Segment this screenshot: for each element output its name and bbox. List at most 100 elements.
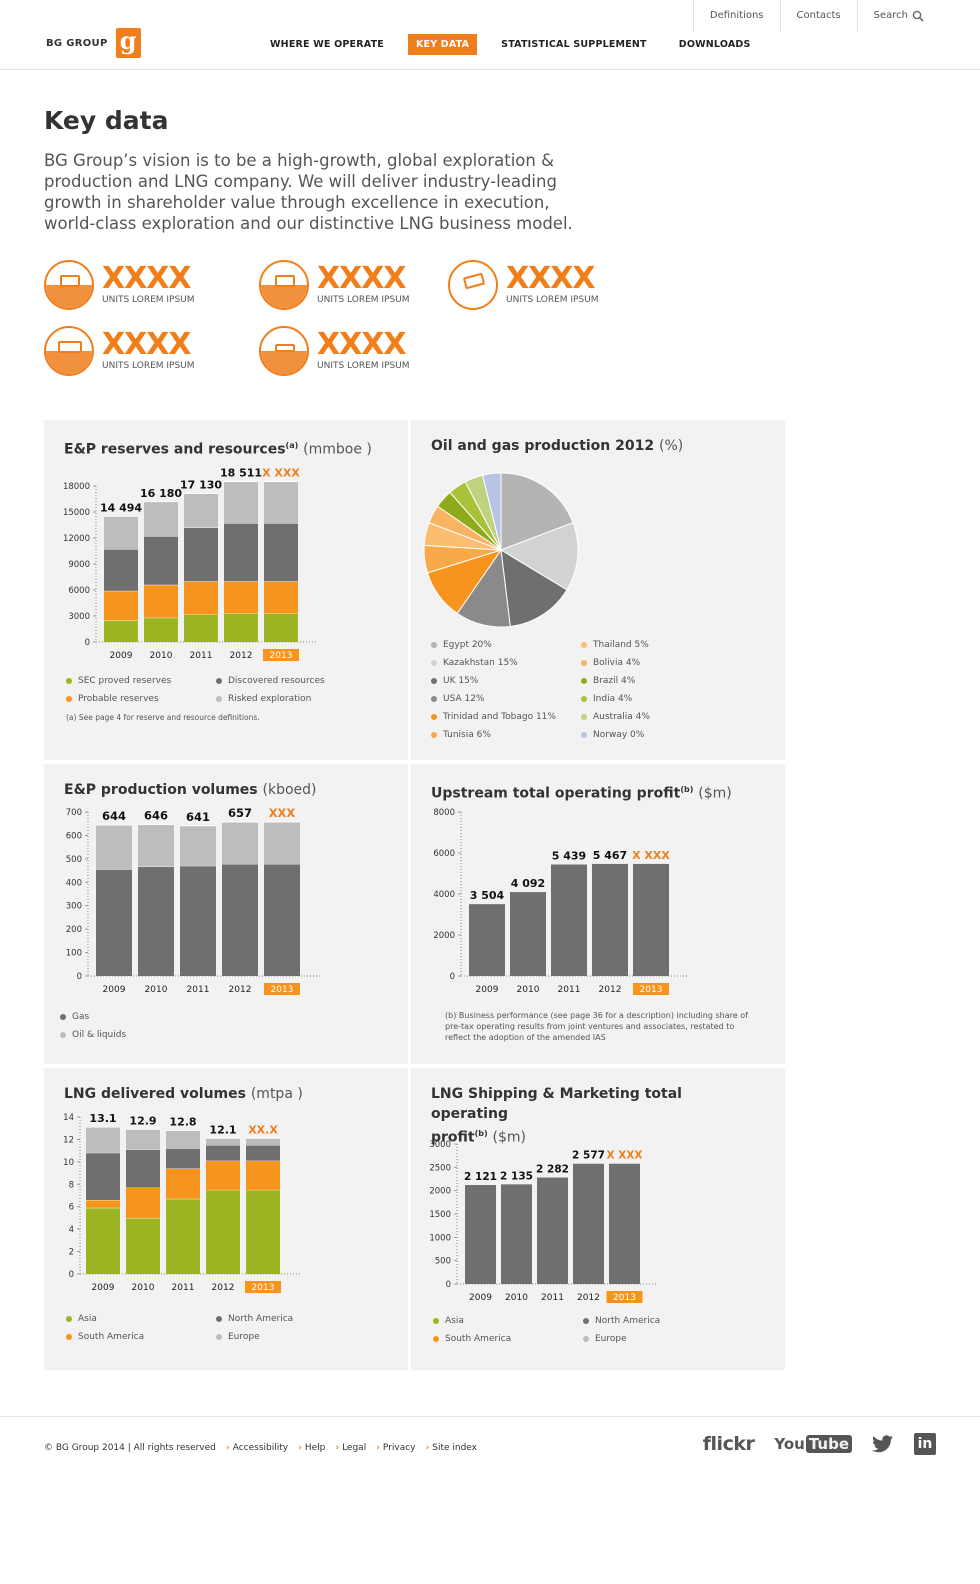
y-tick-label: 500	[435, 1257, 451, 1267]
bar-segment	[184, 493, 218, 528]
legend-label: Bolivia 4%	[593, 658, 641, 668]
bar-segment	[224, 523, 258, 582]
x-tick-label: 2009	[92, 1283, 115, 1293]
bar-segment	[86, 1199, 120, 1208]
bar-segment	[86, 1127, 120, 1153]
legend-item: Oil & liquids	[60, 1026, 126, 1044]
bar-segment	[537, 1177, 568, 1284]
bar-segment	[144, 536, 178, 585]
bar-segment	[206, 1160, 240, 1190]
panel-unit: (mmboe )	[303, 441, 372, 458]
bar-segment	[264, 864, 300, 976]
legend-label: South America	[445, 1334, 512, 1344]
x-tick-label: 2010	[505, 1293, 528, 1303]
reserves-legend: SEC proved reserves Probable reserves Di…	[66, 672, 325, 708]
legend-item: North America	[583, 1312, 660, 1330]
x-tick-label: 2013	[252, 1283, 275, 1293]
search-label: Search	[873, 10, 908, 21]
footer-link-privacy[interactable]: Privacy	[376, 1443, 416, 1453]
bar-segment	[96, 825, 132, 870]
legend-label: SEC proved reserves	[78, 676, 172, 686]
data-label: 2 121	[464, 1171, 497, 1183]
legend-swatch	[431, 714, 437, 720]
bar-segment	[184, 527, 218, 582]
nav-key-data[interactable]: KEY DATA	[407, 34, 478, 55]
bar-segment	[138, 866, 174, 976]
data-label: 13.1	[89, 1112, 116, 1125]
bar-segment	[126, 1217, 160, 1274]
panel-title: E&P reserves and resources(a) (mmboe )	[64, 436, 372, 460]
y-tick-label: 3000	[429, 1140, 451, 1150]
footer-link-legal[interactable]: Legal	[335, 1443, 366, 1453]
bar-segment	[104, 516, 138, 550]
kpi-units: UNITS LOREM IPSUM	[102, 361, 195, 371]
legend-item: Risked exploration	[216, 690, 325, 708]
highlight-year-badge	[264, 983, 300, 995]
nav-downloads[interactable]: DOWNLOADS	[678, 39, 751, 50]
flickr-icon[interactable]: flickr	[702, 1433, 755, 1455]
legend-label: India 4%	[593, 694, 633, 704]
data-label: 2 135	[500, 1170, 533, 1182]
bar-segment	[96, 869, 132, 976]
bar-segment	[246, 1160, 280, 1190]
legend-item: India 4%	[581, 690, 731, 708]
footnote-marker: (b)	[474, 1129, 488, 1138]
legend-label: Gas	[72, 1012, 90, 1022]
panel-unit: (%)	[658, 438, 684, 454]
y-tick-label: 6000	[433, 849, 455, 859]
upstream-panel: Upstream total operating profit(b) ($m) …	[411, 764, 785, 1064]
nav-where-we-operate[interactable]: WHERE WE OPERATE	[270, 39, 384, 50]
y-tick-label: 100	[66, 949, 82, 959]
panel-title: Oil and gas production 2012 (%)	[431, 436, 683, 456]
legend-label: Risked exploration	[228, 694, 312, 704]
linkedin-icon[interactable]: in	[914, 1433, 936, 1455]
y-tick-label: 18000	[63, 482, 90, 492]
nav-statistical-supplement[interactable]: STATISTICAL SUPPLEMENT	[501, 39, 647, 50]
x-tick-label: 2011	[558, 985, 581, 995]
y-tick-label: 4000	[433, 890, 455, 900]
legend-label: South America	[78, 1332, 145, 1342]
data-label: 5 439	[552, 850, 586, 863]
social-links: flickr You Tube in	[703, 1433, 936, 1455]
legend-swatch	[431, 732, 437, 738]
legend-label: Brazil 4%	[593, 676, 636, 686]
legend-swatch	[431, 678, 437, 684]
legend-item: Europe	[583, 1330, 660, 1348]
search-icon	[912, 10, 924, 22]
bar-segment	[180, 825, 216, 866]
y-tick-label: 14	[63, 1113, 74, 1123]
twitter-icon[interactable]	[872, 1435, 894, 1453]
youtube-icon[interactable]: You Tube	[774, 1435, 852, 1453]
footnote-marker: (a)	[285, 441, 299, 450]
definitions-link[interactable]: Definitions	[692, 0, 780, 32]
lng-chart: 0 2 4 6 8 10 12 14 13.1 2009 12.9 2010 12.8 2011 12.1 2…	[63, 1112, 302, 1293]
legend-item: Gas	[60, 1008, 126, 1026]
bar-segment	[469, 904, 505, 976]
contacts-link[interactable]: Contacts	[779, 0, 857, 32]
legend-label: Egypt 20%	[443, 640, 492, 650]
footer-link-accessibility[interactable]: Accessibility	[226, 1443, 288, 1453]
lng-panel: LNG delivered volumes (mtpa ) 0 2 4 6 8 10 12 1…	[44, 1068, 408, 1370]
data-label: XXX	[269, 806, 296, 820]
search-link[interactable]: Search	[856, 0, 940, 32]
legend-item: Asia	[66, 1310, 216, 1328]
kpi-value: XXXX	[506, 261, 596, 296]
data-label: 12.8	[169, 1115, 196, 1128]
bg-group-logo[interactable]: BG GROUP g	[46, 28, 141, 58]
x-tick-label: 2009	[103, 985, 126, 995]
highlight-year-badge	[633, 983, 669, 995]
production-pie-panel: Oil and gas production 2012 (%) Egypt 20…	[411, 420, 785, 760]
footnote: (b) Business performance (see page 36 fo…	[445, 1011, 748, 1042]
pie-legend: Egypt 20% Kazakhstan 15% UK 15% USA 12% Trin…	[431, 636, 771, 744]
kpi-value: XXXX	[317, 261, 407, 296]
panel-title-text-line2: profit	[431, 1129, 475, 1146]
footer-link-help[interactable]: Help	[298, 1443, 326, 1453]
copyright: © BG Group 2014 | All rights reserved	[44, 1443, 216, 1453]
legend-label: USA 12%	[443, 694, 485, 704]
x-tick-label: 2012	[212, 1283, 235, 1293]
data-label: X XXX	[262, 467, 300, 480]
bar-segment	[510, 892, 546, 976]
utility-nav: Definitions Contacts Search	[692, 0, 940, 32]
kpi-item: XXXX UNITS LOREM IPSUM	[259, 260, 410, 310]
footer-link-site-index[interactable]: Site index	[426, 1443, 477, 1453]
